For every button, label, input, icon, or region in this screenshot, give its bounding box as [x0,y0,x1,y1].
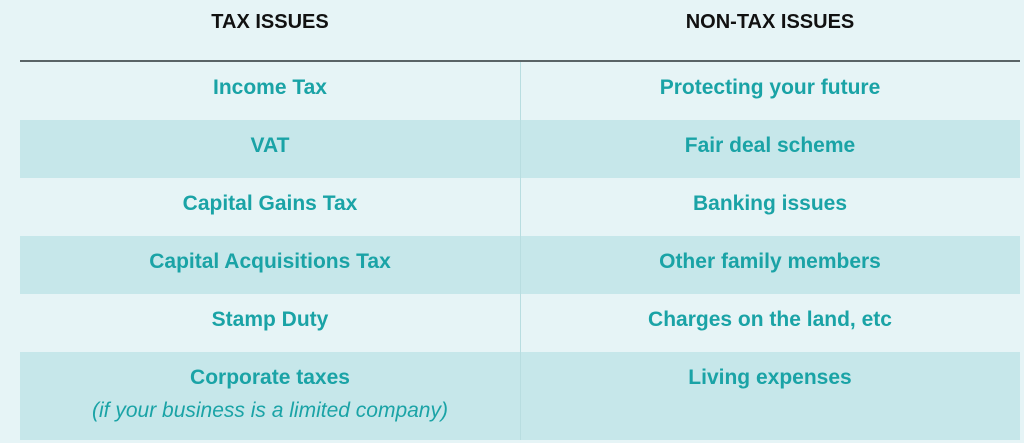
tax-issue-label: Capital Gains Tax [182,192,358,215]
header-tax-issues: TAX ISSUES [211,11,329,33]
tax-issue-label: Stamp Duty [211,308,329,331]
column-divider [520,62,521,440]
non-tax-issue-cell: Charges on the land, etc [648,308,892,331]
non-tax-issue-cell: Living expenses [688,366,852,389]
table-row: Stamp Duty Charges on the land, etc [20,294,1020,352]
tax-issue-cell: Corporate taxes (if your business is a li… [20,352,520,440]
tax-issue-cell: Capital Acquisitions Tax [20,236,520,294]
tax-issue-label: VAT [250,134,290,157]
table-header: TAX ISSUES NON-TAX ISSUES [20,0,1020,62]
tax-issue-label: Capital Acquisitions Tax [149,250,391,273]
table-row: Income Tax Protecting your future [20,62,1020,120]
tax-issue-cell: Stamp Duty [20,294,520,352]
table-row: Capital Gains Tax Banking issues [20,178,1020,236]
tax-issue-cell: Income Tax [20,62,520,120]
non-tax-issue-cell: Fair deal scheme [684,134,856,157]
tax-issue-note: (if your business is a limited company) [92,399,448,422]
tax-issue-label: Corporate taxes [190,366,350,389]
non-tax-issue-cell: Banking issues [692,192,848,215]
non-tax-issue-cell: Protecting your future [659,76,881,99]
tax-issue-cell: Capital Gains Tax [20,178,520,236]
non-tax-issue-cell: Other family members [659,250,881,273]
tax-issue-cell: VAT [20,120,520,178]
header-non-tax-issues: NON-TAX ISSUES [685,11,855,33]
tax-issue-label: Income Tax [213,76,327,99]
